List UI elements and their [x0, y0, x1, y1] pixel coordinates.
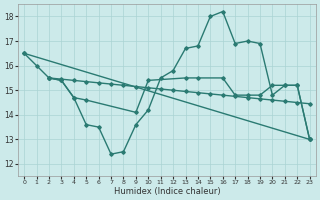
X-axis label: Humidex (Indice chaleur): Humidex (Indice chaleur): [114, 187, 220, 196]
